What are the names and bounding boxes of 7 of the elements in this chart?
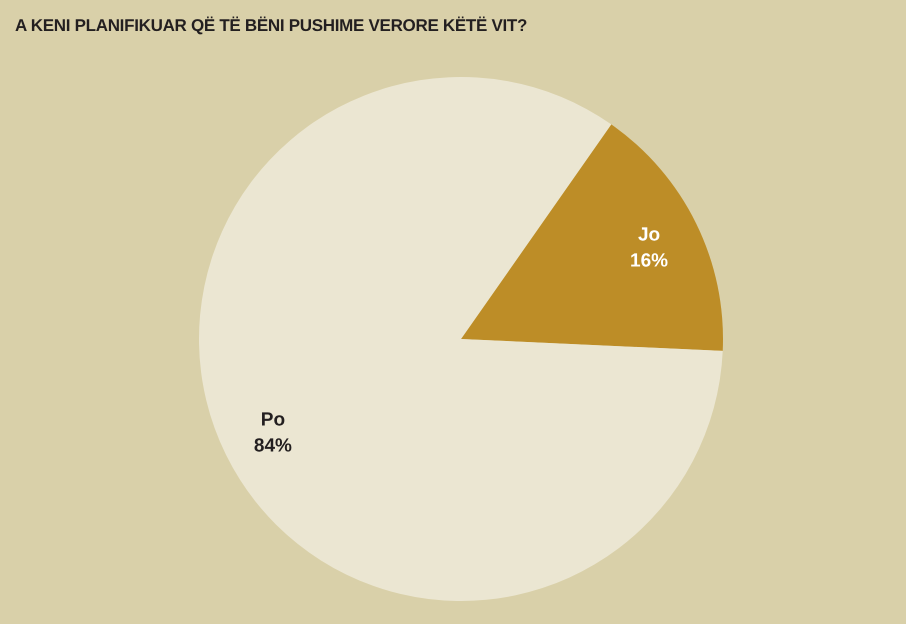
chart-title: A KENI PLANIFIKUAR QË TË BËNI PUSHIME VERORE KËTË VIT?	[15, 16, 528, 36]
data-label: 84%	[254, 436, 292, 457]
data-label: 16%	[630, 250, 668, 272]
slice-label: Po	[260, 410, 286, 431]
pie-slice	[461, 124, 723, 351]
slice-label: Jo	[638, 224, 660, 246]
pie-slice	[199, 77, 723, 601]
